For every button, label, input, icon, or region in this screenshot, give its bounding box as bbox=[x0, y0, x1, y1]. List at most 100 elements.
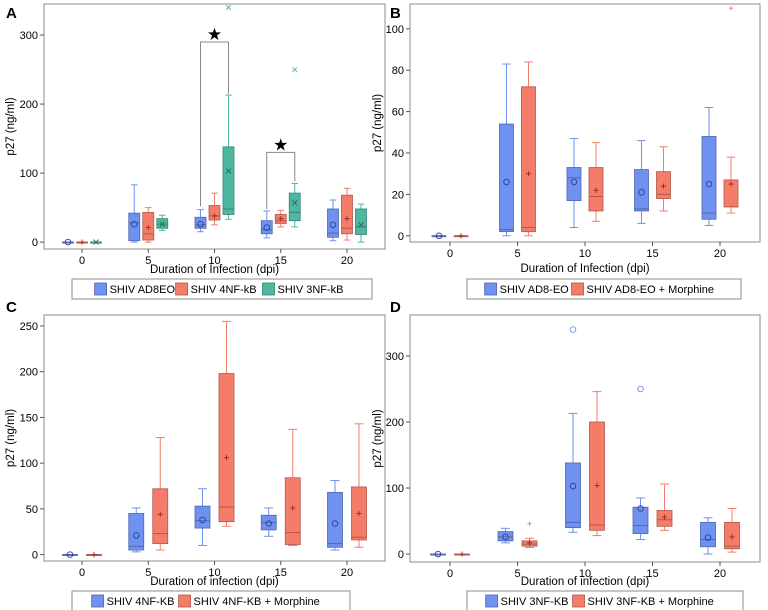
outlier-point bbox=[569, 326, 577, 333]
y-tick-label: 50 bbox=[26, 504, 38, 516]
legend-label: SHIV 3NF-KB bbox=[501, 596, 569, 608]
legend-swatch bbox=[175, 282, 189, 296]
mean-marker bbox=[358, 222, 364, 228]
x-tick-label: 20 bbox=[341, 255, 353, 267]
box-iqr bbox=[499, 123, 514, 233]
mean-marker bbox=[435, 232, 443, 240]
legend: SHIV 3NF-KB SHIV 3NF-KB + Morphine bbox=[466, 590, 744, 610]
box-shiv-ad8eo-0 bbox=[62, 238, 74, 246]
outlier-point bbox=[225, 4, 232, 11]
mean-marker bbox=[660, 183, 667, 189]
significance-star: ★ bbox=[207, 25, 222, 44]
y-tick-label: 250 bbox=[20, 321, 38, 333]
box-shiv-3nf-kb-morphine-15 bbox=[656, 483, 673, 531]
mean-marker bbox=[290, 505, 296, 511]
panel-letter: B bbox=[390, 5, 401, 22]
box-shiv-ad8-eo-morphine-20 bbox=[723, 5, 739, 214]
y-tick-label: 0 bbox=[398, 549, 404, 561]
box-shiv-3nf-kb-20 bbox=[700, 517, 716, 555]
legend-label: SHIV AD8-EO bbox=[500, 284, 570, 296]
y-tick-label: 0 bbox=[32, 550, 38, 562]
legend-swatch bbox=[571, 282, 584, 296]
box-shiv-ad8-eo-15 bbox=[634, 140, 649, 224]
legend-swatch bbox=[485, 594, 499, 608]
box-shiv-3nf-kb-15 bbox=[632, 385, 649, 541]
legend-frame bbox=[71, 278, 373, 300]
mean-marker bbox=[225, 168, 232, 174]
mean-marker bbox=[263, 224, 271, 231]
y-axis-title: p27 (ng/ml) bbox=[5, 409, 17, 467]
x-axis-title: Duration of infection (dpi) bbox=[150, 576, 279, 588]
outlier-point bbox=[292, 66, 298, 73]
mean-marker bbox=[159, 221, 166, 227]
y-tick-label: 60 bbox=[392, 107, 404, 119]
panel-letter: C bbox=[6, 299, 17, 316]
y-tick-label: 100 bbox=[386, 483, 404, 495]
x-tick-label: 0 bbox=[447, 248, 453, 260]
mean-marker bbox=[729, 534, 735, 540]
legend-label: SHIV 4NF-kB bbox=[191, 284, 257, 296]
y-tick-label: 300 bbox=[20, 30, 38, 42]
mean-marker bbox=[594, 482, 600, 488]
box-iqr bbox=[589, 421, 605, 531]
x-tick-label: 0 bbox=[79, 567, 85, 579]
box-shiv-3nf-kb-morphine-10 bbox=[589, 391, 605, 537]
box-shiv-ad8-eo-morphine-5 bbox=[521, 61, 536, 237]
panel-c: C 0 50 100 150 200 250 0 5 10 15 20 Duration of infe… bbox=[5, 299, 386, 610]
y-axis-title: p27 (ng/ml) bbox=[5, 97, 17, 155]
outlier-point bbox=[637, 385, 644, 393]
box-shiv-4nf-kb-5 bbox=[128, 507, 145, 553]
y-tick-label: 200 bbox=[386, 417, 404, 429]
y-tick-label: 100 bbox=[386, 24, 404, 36]
y-tick-label: 40 bbox=[392, 148, 404, 160]
outlier-point bbox=[728, 5, 734, 11]
box-shiv-ad8-eo-20 bbox=[701, 106, 717, 226]
box-iqr bbox=[327, 208, 339, 238]
box-iqr bbox=[284, 477, 301, 545]
mean-marker bbox=[331, 520, 339, 527]
x-tick-label: 5 bbox=[145, 567, 151, 579]
mean-marker bbox=[503, 178, 510, 186]
box-iqr bbox=[218, 373, 235, 523]
mean-marker bbox=[199, 516, 206, 524]
mean-marker bbox=[211, 213, 218, 219]
box-shiv-4nf-kb-morphine-0 bbox=[86, 551, 102, 558]
mean-marker bbox=[661, 514, 668, 520]
box-shiv-ad8eo-20 bbox=[327, 199, 339, 242]
mean-marker bbox=[329, 221, 337, 229]
panel-a: A 0 100 200 300 0 5 10 15 20 Duration of Infection… bbox=[5, 3, 386, 300]
legend: SHIV AD8-EO SHIV AD8-EO + Morphine bbox=[466, 278, 742, 300]
box-shiv-ad8-eo-0 bbox=[431, 232, 447, 240]
legend-swatch bbox=[572, 594, 585, 608]
box-iqr bbox=[194, 216, 207, 229]
significance-bracket bbox=[266, 151, 296, 209]
y-tick-label: 100 bbox=[20, 458, 38, 470]
mean-marker bbox=[638, 189, 645, 196]
legend-swatch bbox=[91, 594, 105, 608]
x-tick-label: 5 bbox=[514, 248, 520, 260]
x-axis-title: Duration of Infection (dpi) bbox=[150, 264, 279, 276]
box-shiv-3nf-kb-5 bbox=[497, 527, 514, 544]
box-shiv-ad8-eo-morphine-0 bbox=[453, 233, 469, 239]
box-iqr bbox=[128, 513, 145, 551]
mean-marker bbox=[130, 220, 138, 228]
legend-label: SHIV AD8-EO + Morphine bbox=[587, 284, 714, 296]
box-iqr bbox=[566, 167, 582, 202]
legend-label: SHIV 4NF-KB bbox=[107, 596, 175, 608]
y-tick-label: 300 bbox=[386, 351, 404, 363]
panel-letter: A bbox=[6, 5, 17, 22]
x-tick-label: 5 bbox=[514, 568, 520, 580]
box-shiv-3nf-kb-10 bbox=[222, 4, 235, 220]
mean-marker bbox=[593, 187, 599, 193]
mean-marker bbox=[502, 533, 509, 541]
mean-marker bbox=[569, 482, 577, 490]
x-tick-label: 20 bbox=[714, 568, 726, 580]
box-shiv-ad8eo-10 bbox=[194, 209, 207, 233]
mean-marker bbox=[145, 225, 151, 231]
legend-label: SHIV 3NF-kB bbox=[278, 284, 344, 296]
legend-swatch bbox=[94, 282, 107, 296]
mean-marker bbox=[704, 534, 712, 541]
box-shiv-4nf-kb-15 bbox=[260, 507, 277, 537]
y-tick-label: 80 bbox=[392, 65, 404, 77]
box-shiv-4nf-kb-15 bbox=[274, 209, 287, 228]
